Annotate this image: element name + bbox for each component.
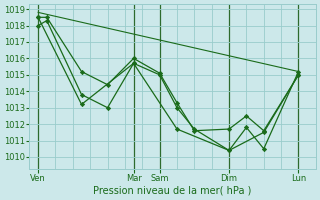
X-axis label: Pression niveau de la mer( hPa ): Pression niveau de la mer( hPa ) <box>93 186 252 196</box>
